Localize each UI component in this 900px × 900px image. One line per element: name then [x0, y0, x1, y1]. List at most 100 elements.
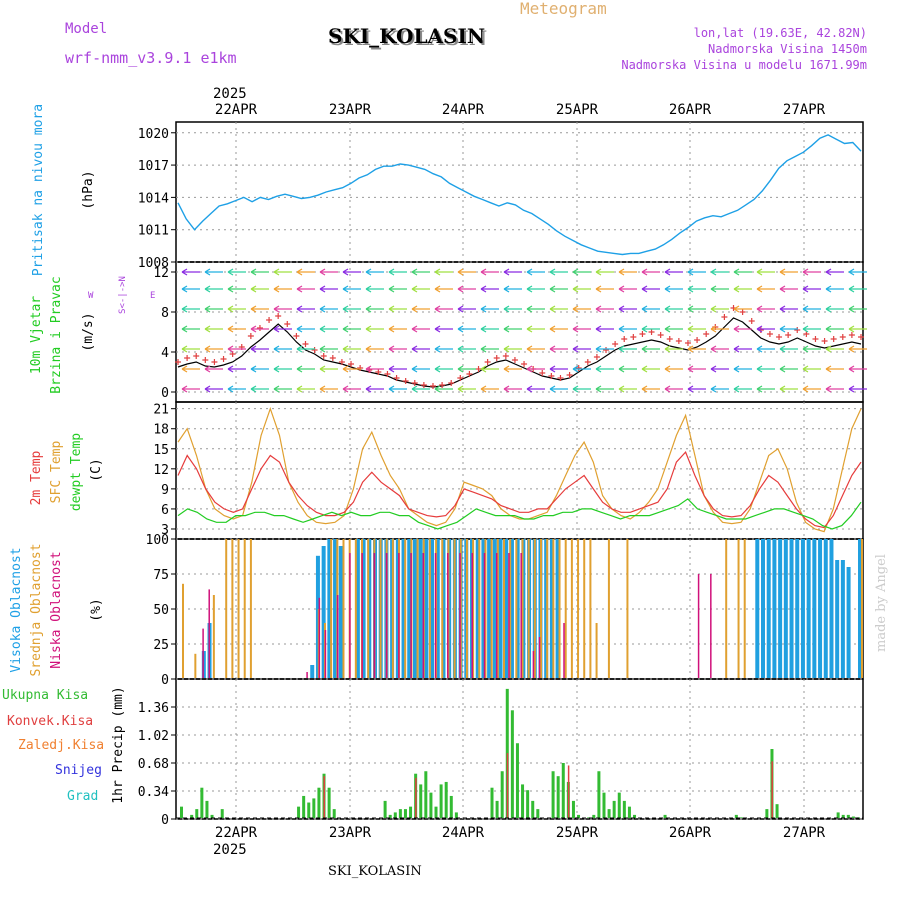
wind-arrow: [733, 325, 752, 333]
y-tick-label: 75: [153, 568, 169, 583]
wind-arrow: [848, 325, 867, 333]
cloud-bar: [310, 665, 315, 678]
wind-arrow: [664, 305, 683, 313]
cloud-bar: [453, 539, 456, 678]
wind-arrow: [779, 365, 798, 373]
wind-arrow: [480, 285, 499, 293]
gust-marker: [648, 329, 655, 335]
cloud-bar: [555, 539, 560, 678]
wind-arrow: [227, 345, 246, 353]
cloud-bar: [772, 539, 777, 678]
precip-total-bar: [398, 809, 402, 818]
gust-marker: [657, 332, 664, 338]
wind-arrow: [756, 305, 775, 313]
wind-arrow: [756, 285, 775, 293]
precip-total-bar: [439, 784, 443, 818]
gust-marker: [766, 331, 773, 337]
wind-arrow: [802, 285, 821, 293]
wind-arrow: [273, 325, 292, 333]
gust-marker: [684, 340, 691, 346]
cloud-bar: [595, 623, 598, 678]
cloud-bar: [755, 539, 760, 678]
gust-marker: [475, 366, 482, 372]
wind-arrow: [802, 305, 821, 313]
wind-arrow: [503, 325, 522, 333]
gust-marker: [329, 355, 336, 361]
gust-marker: [439, 382, 446, 388]
gust-marker: [858, 334, 864, 340]
precip-ylabel: 1hr Precip (mm): [111, 686, 126, 803]
wind-arrow: [319, 285, 338, 293]
gust-marker: [184, 355, 191, 361]
cloud-bar: [498, 539, 503, 678]
wind-arrow: [457, 285, 476, 293]
gust-marker: [493, 355, 500, 361]
day-label-bottom: 22APR: [215, 825, 258, 841]
wind-arrow: [296, 365, 315, 373]
wind-arrow: [480, 325, 499, 333]
gust-marker: [429, 383, 436, 389]
wind-arrow: [273, 305, 292, 313]
cloud-bar: [570, 539, 573, 678]
gust-marker: [302, 341, 309, 347]
cloud-bar: [231, 539, 234, 678]
wind-arrow: [296, 385, 315, 393]
wind-arrow: [549, 345, 568, 353]
gust-marker: [284, 321, 291, 327]
wind-arrow: [319, 385, 338, 393]
cloud-bar: [416, 539, 419, 678]
y-tick-label: 21: [153, 403, 169, 418]
wind-arrow: [664, 345, 683, 353]
cloud-bar: [552, 539, 555, 678]
wind-arrow: [434, 325, 453, 333]
precip-total-bar: [307, 802, 311, 818]
wind-arrow: [365, 345, 384, 353]
gust-marker: [639, 331, 646, 337]
y-tick-label: 1020: [138, 127, 169, 142]
gust-marker: [420, 382, 427, 388]
cloud-bar: [391, 539, 394, 678]
cloud-bar: [379, 539, 382, 678]
cloud-bar: [249, 539, 252, 678]
day-label-top: 27APR: [783, 102, 826, 118]
precip-total-bar: [526, 790, 530, 818]
cloud-bar: [538, 637, 541, 678]
wind-arrow: [457, 268, 476, 276]
wind-arrow: [342, 285, 361, 293]
wind-arrow: [779, 305, 798, 313]
compass-west: W: [88, 291, 94, 301]
wind-arrow: [411, 305, 430, 313]
gust-marker: [803, 331, 810, 337]
wind-arrow: [434, 385, 453, 393]
panel-frame: [175, 261, 864, 403]
cloud-bar: [385, 553, 388, 678]
precip-total-bar: [612, 800, 616, 818]
cloud-bar: [840, 560, 845, 678]
cloud-bar: [435, 539, 440, 678]
cloud-bar: [806, 539, 811, 678]
wind-arrow: [204, 365, 223, 373]
gust-marker: [603, 347, 610, 353]
gust-marker: [548, 373, 555, 379]
wind-arrow: [549, 365, 568, 373]
cloud-bar: [515, 539, 520, 678]
y-tick-label: 0: [161, 386, 169, 401]
wind-arrow: [549, 268, 568, 276]
precip-total-bar: [521, 784, 525, 818]
precip-total-bar: [180, 806, 183, 818]
wind-arrow: [595, 365, 614, 373]
y-tick-label: 6: [161, 503, 169, 518]
precip-total-bar: [210, 814, 214, 818]
wind-arrow: [181, 325, 200, 333]
gust-marker: [839, 334, 846, 340]
chart-title: Meteogram: [520, 0, 607, 18]
gust-marker: [521, 361, 528, 367]
wind-arrow: [457, 345, 476, 353]
y-tick-label: 9: [161, 483, 169, 498]
cloud-bar: [737, 539, 740, 678]
wind-arrow: [457, 325, 476, 333]
wind-arrow: [250, 285, 269, 293]
wind-arrow: [779, 268, 798, 276]
y-tick-label: 1.36: [138, 701, 169, 716]
